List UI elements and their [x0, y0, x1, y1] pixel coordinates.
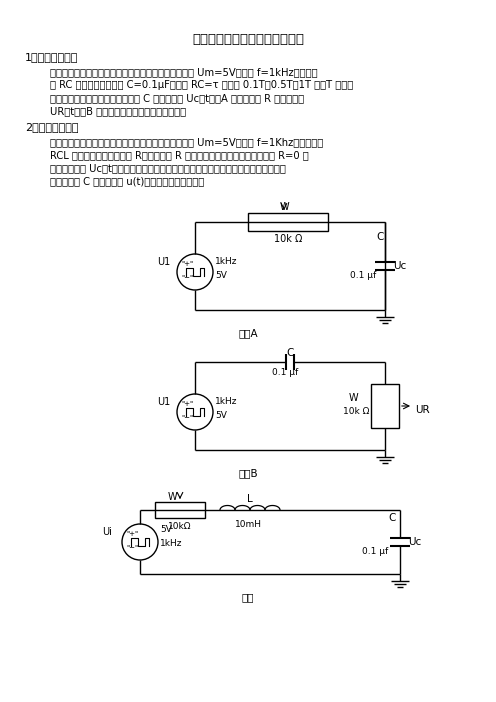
- Text: 信号的周期），用示波器观测电容 C 两端的电压 Uc（t）（A 图），电阻 R 两端的电压: 信号的周期），用示波器观测电容 C 两端的电压 Uc（t）（A 图），电阻 R …: [50, 93, 304, 103]
- Text: Uc: Uc: [393, 261, 406, 271]
- Text: U1: U1: [157, 257, 170, 267]
- Text: Uc: Uc: [408, 537, 421, 547]
- Text: L: L: [247, 494, 253, 504]
- Text: "−": "−": [181, 275, 193, 281]
- Text: 0.1 μf: 0.1 μf: [350, 271, 376, 280]
- Text: 0.1 μf: 0.1 μf: [362, 547, 388, 556]
- Text: Ui: Ui: [102, 527, 112, 537]
- Text: 0.1 μf: 0.1 μf: [272, 368, 298, 377]
- Text: 5V: 5V: [215, 411, 227, 420]
- Text: "+": "+": [181, 261, 193, 267]
- Text: W: W: [168, 492, 178, 502]
- Text: 5V: 5V: [160, 526, 172, 534]
- Text: C: C: [286, 348, 294, 358]
- Text: 10kΩ: 10kΩ: [168, 522, 191, 531]
- Bar: [371, 384, 399, 428]
- Text: "+": "+": [126, 531, 138, 537]
- Text: 电容两端电压 Uc（t）的波形及你认为最能典型地表明电路处于衰减震荡和临界阻尼状: 电容两端电压 Uc（t）的波形及你认为最能典型地表明电路处于衰减震荡和临界阻尼状: [50, 163, 286, 173]
- Text: 1、一阶过渡过程: 1、一阶过渡过程: [25, 52, 78, 62]
- Text: C: C: [376, 232, 384, 242]
- Text: 如图二：将函数信号发生器输出的矩形波电压幅值调至 Um=5V、频率 f=1Khz，作为二阶: 如图二：将函数信号发生器输出的矩形波电压幅值调至 Um=5V、频率 f=1Khz…: [50, 137, 323, 147]
- Text: RCL 电路的输入。改变电阻 R，观测电阻 R 的阻值对电路过程的影响，并记录 R=0 时: RCL 电路的输入。改变电阻 R，观测电阻 R 的阻值对电路过程的影响，并记录 …: [50, 150, 309, 160]
- Text: 10k Ω: 10k Ω: [343, 407, 370, 416]
- Circle shape: [177, 394, 213, 430]
- Text: "−": "−": [126, 545, 138, 551]
- Text: "+": "+": [181, 401, 193, 407]
- Text: 1kHz: 1kHz: [160, 538, 183, 548]
- Text: 1kHz: 1kHz: [215, 258, 238, 267]
- Text: 如图一：将函数信号发生器输出的矩形波电压幅值调至 Um=5V、频率 f=1kHz，作为一: 如图一：将函数信号发生器输出的矩形波电压幅值调至 Um=5V、频率 f=1kHz…: [50, 67, 317, 77]
- Text: U1: U1: [157, 397, 170, 407]
- Text: "−": "−": [181, 415, 193, 421]
- Text: UR（t）（B 图）的波形，并记录于坐标纸上。: UR（t）（B 图）的波形，并记录于坐标纸上。: [50, 106, 186, 116]
- Text: W: W: [280, 202, 290, 212]
- Text: 1kHz: 1kHz: [215, 397, 238, 406]
- Bar: [155, 502, 205, 518]
- Text: C: C: [388, 512, 396, 523]
- Text: 态时，电容 C 两端的电压 u(t)的波形及电阻参数值。: 态时，电容 C 两端的电压 u(t)的波形及电阻参数值。: [50, 176, 204, 186]
- Text: 图一B: 图一B: [238, 468, 258, 478]
- Text: 图二: 图二: [242, 592, 254, 602]
- Text: 10k Ω: 10k Ω: [274, 234, 302, 244]
- Bar: [248, 213, 328, 231]
- Circle shape: [122, 524, 158, 560]
- Circle shape: [177, 254, 213, 290]
- Text: 图一A: 图一A: [238, 328, 258, 338]
- Text: 阶 RC 电路的输入。电容 C=0.1μF，使得 RC=τ 分别为 0.1T、0.5T、1T 时（T 为输入: 阶 RC 电路的输入。电容 C=0.1μF，使得 RC=τ 分别为 0.1T、0…: [50, 80, 353, 90]
- Text: W: W: [349, 393, 359, 403]
- Text: 2、二阶过渡过程: 2、二阶过渡过程: [25, 122, 78, 132]
- Text: 10mH: 10mH: [235, 520, 262, 529]
- Text: 电路过渡过程的观测和研究实验: 电路过渡过程的观测和研究实验: [192, 33, 304, 46]
- Text: 5V: 5V: [215, 270, 227, 279]
- Text: UR: UR: [415, 405, 430, 415]
